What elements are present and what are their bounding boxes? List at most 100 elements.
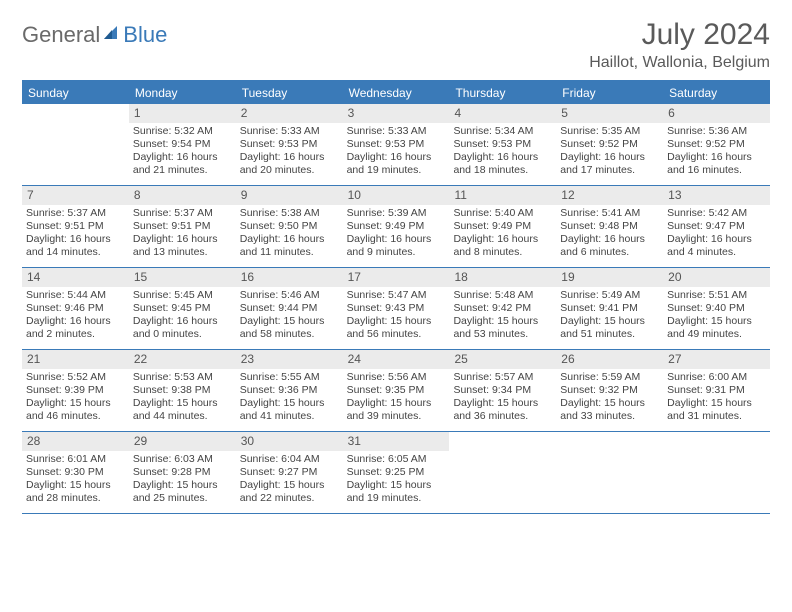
sunset-line: Sunset: 9:53 PM: [347, 138, 446, 151]
day-body: Sunrise: 5:34 AMSunset: 9:53 PMDaylight:…: [449, 123, 556, 182]
daylight-line: Daylight: 16 hours and 16 minutes.: [667, 151, 766, 177]
day-body: Sunrise: 5:56 AMSunset: 9:35 PMDaylight:…: [343, 369, 450, 428]
sunset-line: Sunset: 9:27 PM: [240, 466, 339, 479]
sunrise-line: Sunrise: 5:47 AM: [347, 289, 446, 302]
day-body: Sunrise: 5:39 AMSunset: 9:49 PMDaylight:…: [343, 205, 450, 264]
sunrise-line: Sunrise: 5:49 AM: [560, 289, 659, 302]
day-cell: 27Sunrise: 6:00 AMSunset: 9:31 PMDayligh…: [663, 350, 770, 431]
daylight-line: Daylight: 16 hours and 6 minutes.: [560, 233, 659, 259]
day-cell: 23Sunrise: 5:55 AMSunset: 9:36 PMDayligh…: [236, 350, 343, 431]
daylight-line: Daylight: 15 hours and 36 minutes.: [453, 397, 552, 423]
sunrise-line: Sunrise: 6:03 AM: [133, 453, 232, 466]
weekday-header: Friday: [556, 82, 663, 104]
day-body: Sunrise: 5:57 AMSunset: 9:34 PMDaylight:…: [449, 369, 556, 428]
day-number: 5: [556, 104, 663, 123]
daylight-line: Daylight: 15 hours and 56 minutes.: [347, 315, 446, 341]
sunrise-line: Sunrise: 5:44 AM: [26, 289, 125, 302]
sunrise-line: Sunrise: 5:48 AM: [453, 289, 552, 302]
day-cell: 29Sunrise: 6:03 AMSunset: 9:28 PMDayligh…: [129, 432, 236, 513]
location: Haillot, Wallonia, Belgium: [589, 54, 770, 72]
day-number: 12: [556, 186, 663, 205]
sunset-line: Sunset: 9:51 PM: [133, 220, 232, 233]
day-number: 29: [129, 432, 236, 451]
sunset-line: Sunset: 9:44 PM: [240, 302, 339, 315]
weekday-header: Tuesday: [236, 82, 343, 104]
day-body: Sunrise: 5:41 AMSunset: 9:48 PMDaylight:…: [556, 205, 663, 264]
day-body: Sunrise: 5:45 AMSunset: 9:45 PMDaylight:…: [129, 287, 236, 346]
sunrise-line: Sunrise: 5:33 AM: [347, 125, 446, 138]
day-cell: 10Sunrise: 5:39 AMSunset: 9:49 PMDayligh…: [343, 186, 450, 267]
sunrise-line: Sunrise: 5:46 AM: [240, 289, 339, 302]
day-body: Sunrise: 6:04 AMSunset: 9:27 PMDaylight:…: [236, 451, 343, 510]
day-cell: 17 Sunrise: 5:47 AMSunset: 9:43 PMDayligh…: [343, 268, 450, 349]
day-cell: 14Sunrise: 5:44 AMSunset: 9:46 PMDayligh…: [22, 268, 129, 349]
sunrise-line: Sunrise: 5:53 AM: [133, 371, 232, 384]
day-body: Sunrise: 6:00 AMSunset: 9:31 PMDaylight:…: [663, 369, 770, 428]
day-body: Sunrise: 5:51 AMSunset: 9:40 PMDaylight:…: [663, 287, 770, 346]
day-number: 20: [663, 268, 770, 287]
sunrise-line: Sunrise: 5:52 AM: [26, 371, 125, 384]
sunset-line: Sunset: 9:51 PM: [26, 220, 125, 233]
day-cell: 8Sunrise: 5:37 AMSunset: 9:51 PMDaylight…: [129, 186, 236, 267]
day-number: 14: [22, 268, 129, 287]
daylight-line: Daylight: 16 hours and 17 minutes.: [560, 151, 659, 177]
day-body: Sunrise: 5:37 AMSunset: 9:51 PMDaylight:…: [129, 205, 236, 264]
sunset-line: Sunset: 9:38 PM: [133, 384, 232, 397]
sunrise-line: Sunrise: 5:42 AM: [667, 207, 766, 220]
week-row: 21Sunrise: 5:52 AMSunset: 9:39 PMDayligh…: [22, 350, 770, 432]
day-cell: 3 Sunrise: 5:33 AMSunset: 9:53 PMDaylight…: [343, 104, 450, 185]
day-number: 31: [343, 432, 450, 451]
sunset-line: Sunset: 9:53 PM: [240, 138, 339, 151]
day-body: Sunrise: 5:52 AMSunset: 9:39 PMDaylight:…: [22, 369, 129, 428]
day-cell: 20Sunrise: 5:51 AMSunset: 9:40 PMDayligh…: [663, 268, 770, 349]
sunset-line: Sunset: 9:43 PM: [347, 302, 446, 315]
day-body: Sunrise: 5:53 AMSunset: 9:38 PMDaylight:…: [129, 369, 236, 428]
day-cell: 31Sunrise: 6:05 AMSunset: 9:25 PMDayligh…: [343, 432, 450, 513]
day-body: Sunrise: 5:36 AMSunset: 9:52 PMDaylight:…: [663, 123, 770, 182]
day-body: Sunrise: 5:32 AMSunset: 9:54 PMDaylight:…: [129, 123, 236, 182]
day-number: 3: [343, 104, 450, 123]
day-cell: 9Sunrise: 5:38 AMSunset: 9:50 PMDaylight…: [236, 186, 343, 267]
day-number: 16: [236, 268, 343, 287]
day-cell: 13Sunrise: 5:42 AMSunset: 9:47 PMDayligh…: [663, 186, 770, 267]
day-number: 4: [449, 104, 556, 123]
day-cell: 6Sunrise: 5:36 AMSunset: 9:52 PMDaylight…: [663, 104, 770, 185]
sunset-line: Sunset: 9:46 PM: [26, 302, 125, 315]
weekday-header: Saturday: [663, 82, 770, 104]
weekday-header-row: SundayMondayTuesdayWednesdayThursdayFrid…: [22, 82, 770, 104]
daylight-line: Daylight: 15 hours and 51 minutes.: [560, 315, 659, 341]
day-cell: 24Sunrise: 5:56 AMSunset: 9:35 PMDayligh…: [343, 350, 450, 431]
day-body: Sunrise: 5:59 AMSunset: 9:32 PMDaylight:…: [556, 369, 663, 428]
daylight-line: Daylight: 16 hours and 19 minutes.: [347, 151, 446, 177]
daylight-line: Daylight: 16 hours and 2 minutes.: [26, 315, 125, 341]
day-body: Sunrise: 5:33 AMSunset: 9:53 PMDaylight:…: [236, 123, 343, 182]
sunset-line: Sunset: 9:49 PM: [347, 220, 446, 233]
daylight-line: Daylight: 16 hours and 13 minutes.: [133, 233, 232, 259]
day-number: 25: [449, 350, 556, 369]
day-number: 2: [236, 104, 343, 123]
day-number: 26: [556, 350, 663, 369]
day-cell: 2Sunrise: 5:33 AMSunset: 9:53 PMDaylight…: [236, 104, 343, 185]
sunset-line: Sunset: 9:32 PM: [560, 384, 659, 397]
sunset-line: Sunset: 9:52 PM: [667, 138, 766, 151]
day-number: 30: [236, 432, 343, 451]
day-cell: 4Sunrise: 5:34 AMSunset: 9:53 PMDaylight…: [449, 104, 556, 185]
day-cell: 28Sunrise: 6:01 AMSunset: 9:30 PMDayligh…: [22, 432, 129, 513]
daylight-line: Daylight: 15 hours and 19 minutes.: [347, 479, 446, 505]
sunrise-line: Sunrise: 5:51 AM: [667, 289, 766, 302]
day-number: 18: [449, 268, 556, 287]
sunset-line: Sunset: 9:41 PM: [560, 302, 659, 315]
day-number: 8: [129, 186, 236, 205]
sunrise-line: Sunrise: 5:56 AM: [347, 371, 446, 384]
day-cell: [22, 104, 129, 185]
day-cell: 12Sunrise: 5:41 AMSunset: 9:48 PMDayligh…: [556, 186, 663, 267]
sunset-line: Sunset: 9:34 PM: [453, 384, 552, 397]
day-number: 13: [663, 186, 770, 205]
daylight-line: Daylight: 15 hours and 25 minutes.: [133, 479, 232, 505]
day-body: Sunrise: 5:44 AMSunset: 9:46 PMDaylight:…: [22, 287, 129, 346]
month-title: July 2024: [589, 18, 770, 52]
day-cell: [663, 432, 770, 513]
day-cell: [449, 432, 556, 513]
sunrise-line: Sunrise: 5:45 AM: [133, 289, 232, 302]
day-number: 17: [343, 268, 450, 287]
